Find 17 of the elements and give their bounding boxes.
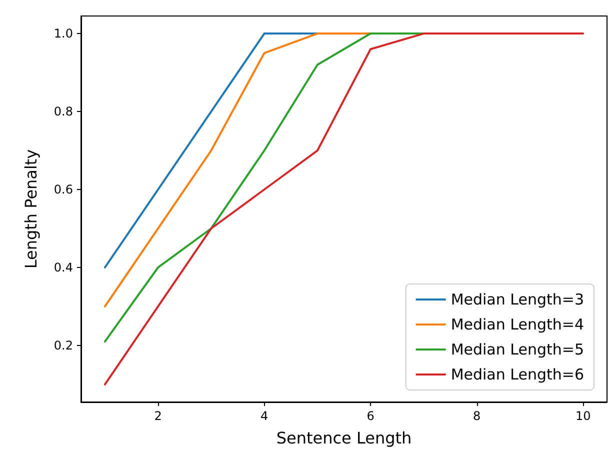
y-axis-title: Length Penalty [22, 149, 40, 269]
y-tick-label: 1.0 [54, 26, 73, 41]
y-tick-label: 0.8 [54, 104, 73, 119]
x-tick-label: 6 [366, 409, 374, 423]
x-axis-title: Sentence Length [276, 428, 412, 448]
x-tick-label: 10 [575, 409, 591, 423]
y-tick-label: 0.4 [54, 260, 73, 274]
y-tick-label: 0.2 [54, 338, 73, 352]
line-series [104, 32, 584, 386]
x-tick-label: 2 [154, 409, 162, 423]
y-tick-label: 0.6 [54, 182, 73, 197]
x-tick-label: 8 [473, 409, 481, 423]
legend-label: Median Length=4 [450, 316, 584, 334]
legend-label: Median Length=3 [450, 290, 584, 308]
legend-label: Median Length=5 [450, 340, 584, 358]
x-tick-label: 4 [260, 409, 268, 423]
legend-label: Median Length=6 [450, 366, 584, 384]
